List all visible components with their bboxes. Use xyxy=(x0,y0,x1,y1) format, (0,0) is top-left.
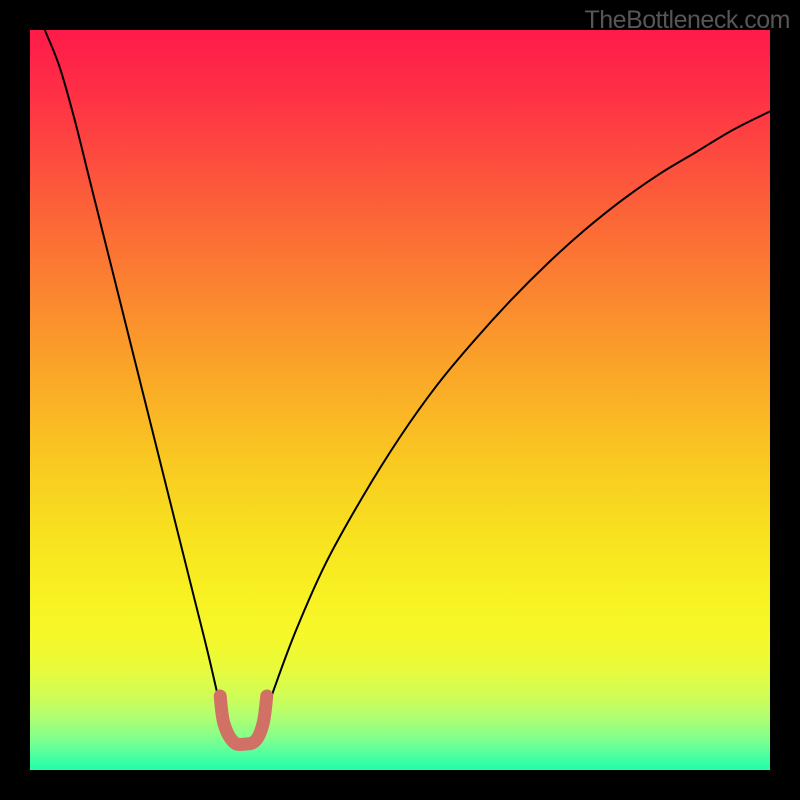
gradient-background xyxy=(30,30,770,770)
watermark-text: TheBottleneck.com xyxy=(585,6,791,35)
chart-canvas xyxy=(0,0,800,800)
bottleneck-chart: TheBottleneck.com xyxy=(0,0,800,800)
